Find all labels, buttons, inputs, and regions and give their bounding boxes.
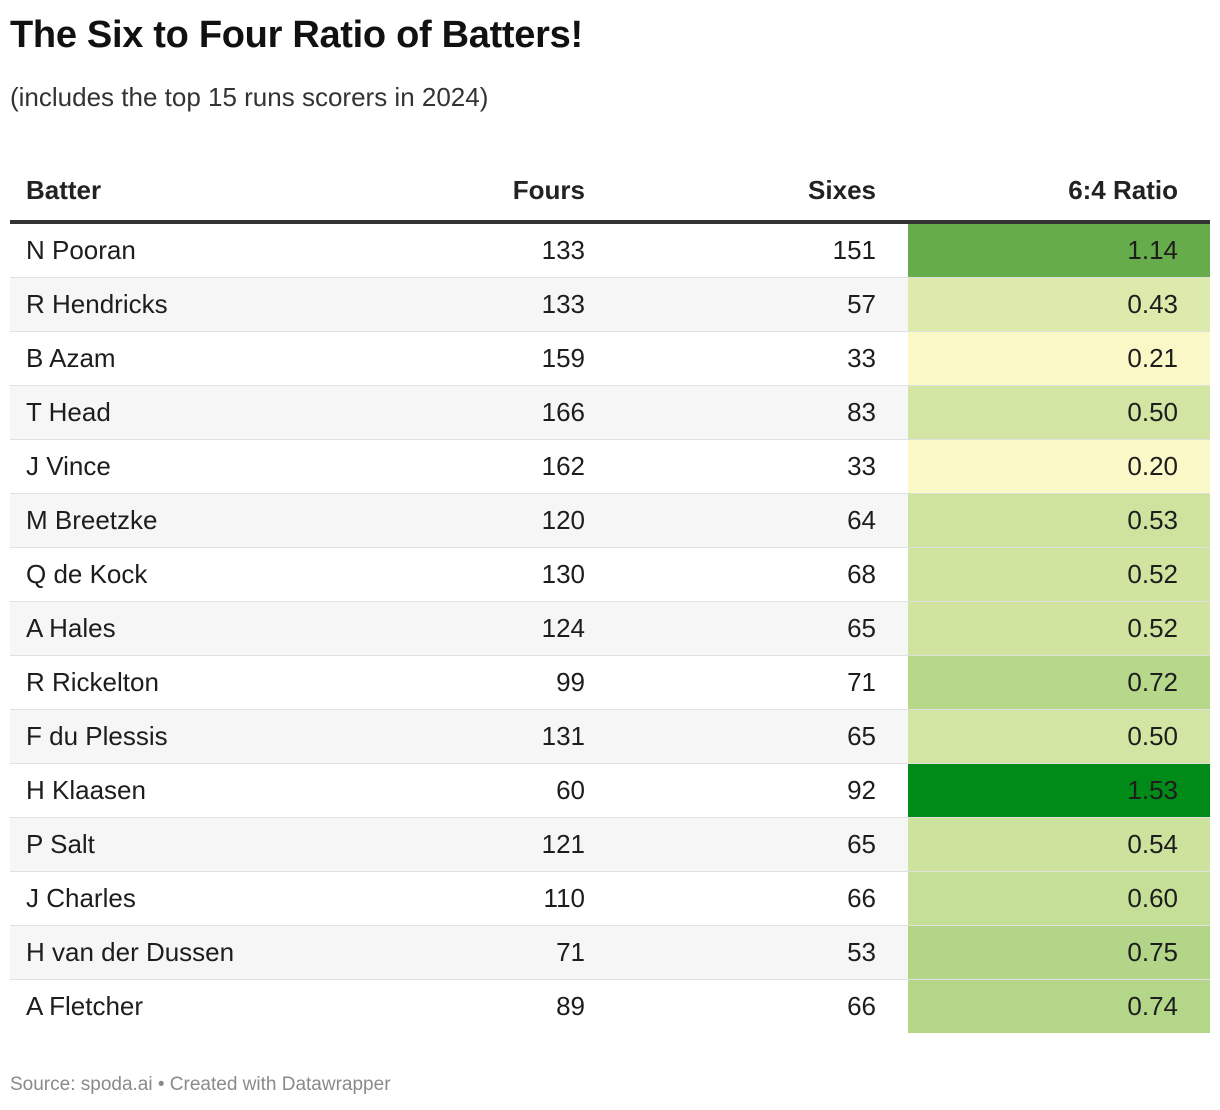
cell-ratio: 0.43: [908, 277, 1210, 332]
cell-fours: 71: [310, 925, 585, 980]
table-row: N Pooran 133 151 1.14: [10, 222, 1210, 278]
cell-sixes: 92: [585, 763, 908, 818]
cell-fours: 110: [310, 871, 585, 926]
cell-fours: 120: [310, 493, 585, 548]
table-row: Q de Kock 130 68 0.52: [10, 547, 1210, 602]
chart-title: The Six to Four Ratio of Batters!: [10, 14, 583, 56]
table-row: R Rickelton 99 71 0.72: [10, 655, 1210, 710]
cell-batter: R Hendricks: [10, 277, 310, 332]
cell-sixes: 33: [585, 439, 908, 494]
cell-sixes: 33: [585, 331, 908, 386]
header-fours[interactable]: Fours: [310, 160, 585, 224]
cell-batter: N Pooran: [10, 222, 310, 278]
cell-fours: 121: [310, 817, 585, 872]
cell-fours: 99: [310, 655, 585, 710]
cell-fours: 133: [310, 222, 585, 278]
cell-fours: 60: [310, 763, 585, 818]
cell-sixes: 57: [585, 277, 908, 332]
cell-batter: A Hales: [10, 601, 310, 656]
cell-fours: 166: [310, 385, 585, 440]
source-note: Source: spoda.ai • Created with Datawrap…: [10, 1074, 391, 1095]
cell-fours: 89: [556, 991, 585, 1021]
cell-ratio: 0.20: [908, 439, 1210, 494]
cell-batter: J Vince: [10, 439, 310, 494]
header-sixes[interactable]: Sixes: [585, 160, 908, 224]
table-row: A Fletcher 89 66 0.74: [10, 979, 1210, 1033]
cell-ratio: 0.54: [908, 817, 1210, 872]
cell-ratio: 0.52: [908, 601, 1210, 656]
table-row: H Klaasen 60 92 1.53: [10, 763, 1210, 818]
cell-batter: R Rickelton: [10, 655, 310, 710]
cell-ratio: 0.72: [908, 655, 1210, 710]
cell-batter: H van der Dussen: [10, 925, 310, 980]
cell-ratio: 1.14: [908, 222, 1210, 278]
cell-batter: T Head: [10, 385, 310, 440]
cell-ratio: 0.53: [908, 493, 1210, 548]
cell-ratio: 0.75: [908, 925, 1210, 980]
cell-sixes: 66: [585, 871, 908, 926]
cell-batter: B Azam: [10, 331, 310, 386]
cell-sixes: 83: [585, 385, 908, 440]
cell-fours: 130: [310, 547, 585, 602]
cell-fours: 162: [310, 439, 585, 494]
table-header-row: Batter Fours Sixes 6:4 Ratio: [10, 160, 1210, 224]
cell-ratio: 0.21: [908, 331, 1210, 386]
header-ratio[interactable]: 6:4 Ratio: [908, 160, 1210, 224]
table-row: A Hales 124 65 0.52: [10, 601, 1210, 656]
cell-batter: H Klaasen: [10, 763, 310, 818]
cell-sixes: 65: [585, 601, 908, 656]
table-body: N Pooran 133 151 1.14 R Hendricks 133 57 0.43 B …: [10, 222, 1210, 1033]
header-batter[interactable]: Batter: [10, 160, 310, 224]
cell-fours: 131: [310, 709, 585, 764]
ratio-table: Batter Fours Sixes 6:4 Ratio N Pooran 133…: [10, 160, 1210, 1033]
cell-fours: 159: [310, 331, 585, 386]
table-row: F du Plessis 131 65 0.50: [10, 709, 1210, 764]
cell-batter: P Salt: [10, 817, 310, 872]
cell-ratio: 0.74: [908, 979, 1210, 1033]
cell-batter: A Fletcher: [26, 991, 144, 1021]
table-row: J Vince 162 33 0.20: [10, 439, 1210, 494]
chart-subtitle: (includes the top 15 runs scorers in 202…: [10, 82, 489, 112]
cell-sixes: 65: [585, 709, 908, 764]
cell-sixes: 151: [585, 222, 908, 278]
table-row: J Charles 110 66 0.60: [10, 871, 1210, 926]
cell-sixes: 65: [585, 817, 908, 872]
table-row: R Hendricks 133 57 0.43: [10, 277, 1210, 332]
cell-sixes: 71: [585, 655, 908, 710]
table-row: H van der Dussen 71 53 0.75: [10, 925, 1210, 980]
cell-ratio: 0.50: [908, 709, 1210, 764]
cell-sixes: 68: [585, 547, 908, 602]
cell-fours: 133: [310, 277, 585, 332]
cell-batter: F du Plessis: [10, 709, 310, 764]
cell-batter: M Breetzke: [10, 493, 310, 548]
cell-sixes: 53: [585, 925, 908, 980]
table-row: P Salt 121 65 0.54: [10, 817, 1210, 872]
table-row: T Head 166 83 0.50: [10, 385, 1210, 440]
cell-batter: J Charles: [10, 871, 310, 926]
cell-ratio: 0.52: [908, 547, 1210, 602]
cell-sixes: 66: [847, 991, 876, 1021]
table-row: B Azam 159 33 0.21: [10, 331, 1210, 386]
cell-fours: 124: [310, 601, 585, 656]
cell-ratio: 1.53: [908, 763, 1210, 818]
cell-batter: Q de Kock: [10, 547, 310, 602]
cell-sixes: 64: [585, 493, 908, 548]
cell-ratio: 0.60: [908, 871, 1210, 926]
table-row: M Breetzke 120 64 0.53: [10, 493, 1210, 548]
cell-ratio: 0.50: [908, 385, 1210, 440]
